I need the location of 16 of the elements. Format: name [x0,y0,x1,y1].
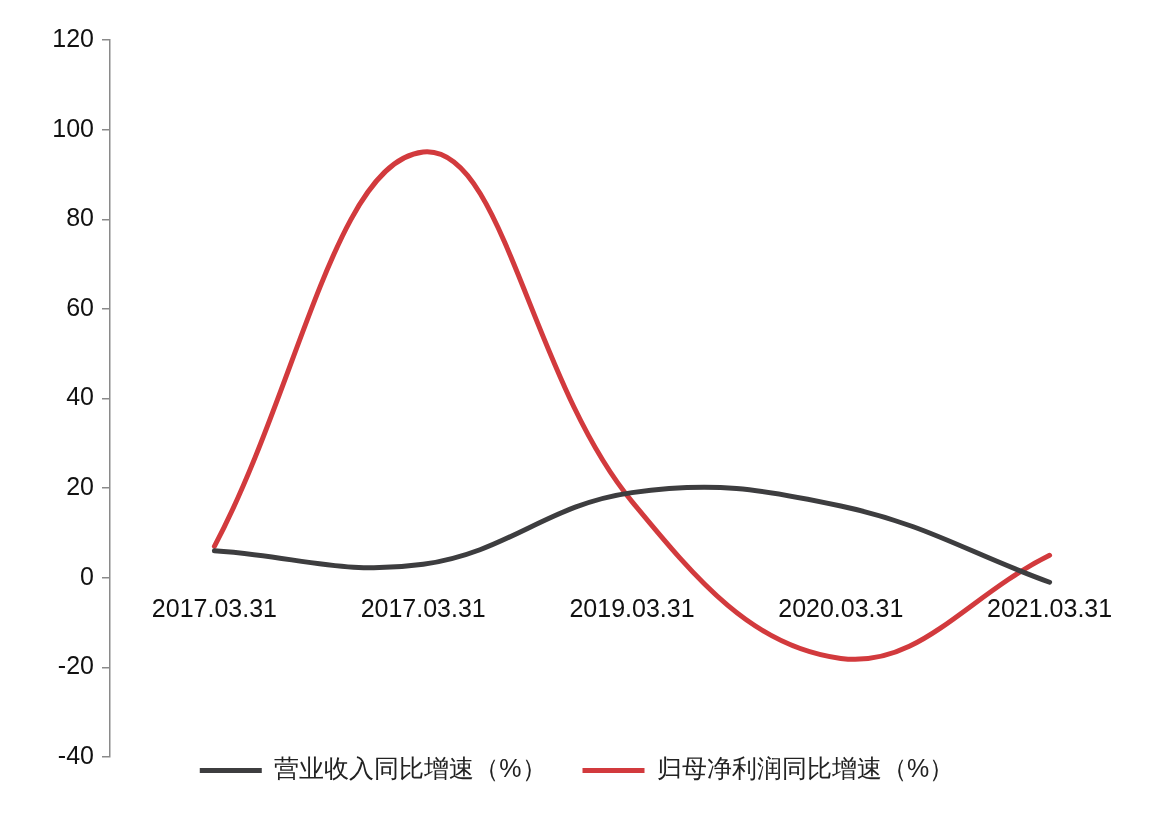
x-tick-label: 2020.03.31 [778,593,904,622]
legend-label: 归母净利润同比增速（%） [657,754,955,783]
y-tick-label: 0 [80,561,94,590]
y-tick-label: 60 [66,292,94,321]
y-tick-label: 20 [66,472,94,501]
y-tick-label: -40 [57,740,94,769]
x-tick-label: 2017.03.31 [360,593,486,622]
x-tick-label: 2021.03.31 [987,593,1113,622]
x-tick-label: 2019.03.31 [569,593,695,622]
x-tick-label: 2017.03.31 [151,593,277,622]
y-tick-label: 40 [66,382,94,411]
y-tick-label: 100 [52,113,94,142]
legend-label: 营业收入同比增速（%） [274,754,547,783]
y-tick-label: 120 [52,23,94,52]
y-tick-label: -20 [57,651,94,680]
y-tick-label: 80 [66,203,94,232]
